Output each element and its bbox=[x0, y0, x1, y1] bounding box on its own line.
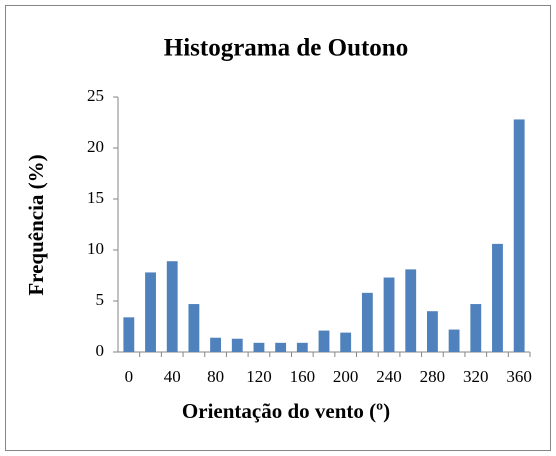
x-tick-label: 0 bbox=[125, 367, 134, 386]
x-tick-label: 80 bbox=[207, 367, 224, 386]
bar bbox=[383, 277, 395, 352]
bar bbox=[253, 342, 265, 352]
bar bbox=[318, 330, 330, 352]
bar bbox=[492, 243, 503, 352]
x-tick-label: 160 bbox=[290, 367, 316, 386]
bar bbox=[448, 329, 460, 352]
bar bbox=[513, 119, 525, 352]
y-tick-label: 0 bbox=[96, 341, 105, 360]
bar bbox=[145, 272, 156, 352]
bar bbox=[123, 317, 135, 352]
bar bbox=[210, 337, 221, 352]
bar bbox=[405, 269, 417, 352]
x-axis-label: Orientação do vento (º) bbox=[182, 399, 390, 423]
y-tick-label: 20 bbox=[87, 137, 104, 156]
x-tick-label: 320 bbox=[463, 367, 489, 386]
bar bbox=[296, 342, 308, 352]
chart-border bbox=[5, 5, 551, 451]
y-tick-label: 10 bbox=[87, 239, 104, 258]
bar bbox=[470, 304, 482, 352]
y-axis-label: Frequência (%) bbox=[24, 154, 48, 295]
y-tick-label: 5 bbox=[96, 290, 105, 309]
bar bbox=[427, 311, 438, 352]
bar bbox=[340, 332, 352, 352]
bar bbox=[231, 338, 243, 352]
x-tick-label: 40 bbox=[164, 367, 181, 386]
y-tick-label: 25 bbox=[87, 86, 104, 105]
bar bbox=[275, 342, 287, 352]
chart-title: Histograma de Outono bbox=[164, 35, 408, 62]
x-tick-label: 200 bbox=[333, 367, 359, 386]
x-tick-label: 120 bbox=[246, 367, 272, 386]
x-tick-label: 240 bbox=[376, 367, 402, 386]
x-tick-label: 360 bbox=[506, 367, 532, 386]
bar bbox=[188, 304, 200, 352]
bar bbox=[361, 292, 373, 352]
bar bbox=[166, 261, 178, 352]
y-tick-label: 15 bbox=[87, 188, 104, 207]
x-tick-label: 280 bbox=[420, 367, 446, 386]
